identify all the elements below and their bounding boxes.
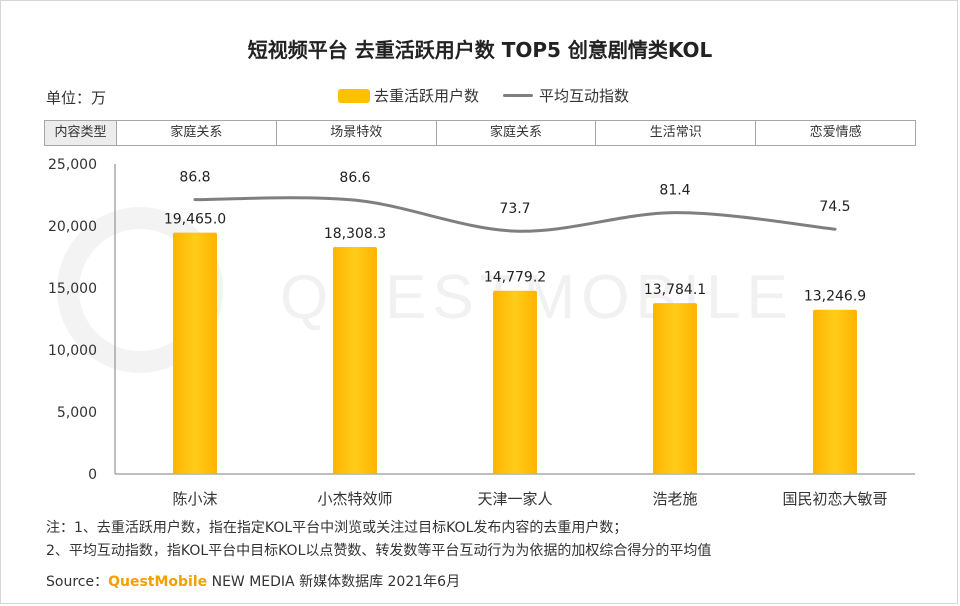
footnote-2: 2、平均互动指数，指KOL平台中目标KOL以点赞数、转发数等平台互动行为为依据的…	[46, 543, 712, 559]
line-value-label: 86.8	[179, 170, 210, 186]
bar-value-label: 13,246.9	[804, 289, 866, 305]
content-type-table: 内容类型 家庭关系 场景特效 家庭关系 生活常识 恋爱情感	[44, 120, 916, 146]
bar-value-label: 19,465.0	[164, 212, 226, 228]
x-category-label: 国民初恋大敏哥	[782, 490, 887, 508]
legend-line-swatch	[503, 94, 534, 97]
y-tick-label: 0	[88, 467, 97, 483]
content-type-cell: 家庭关系	[437, 121, 597, 145]
bar-value-label: 13,784.1	[644, 282, 706, 298]
content-type-cell: 家庭关系	[117, 121, 277, 145]
line-value-label: 73.7	[499, 201, 530, 217]
content-type-header: 内容类型	[45, 121, 117, 145]
bar-value-label: 18,308.3	[324, 226, 386, 242]
source-rest: NEW MEDIA 新媒体数据库 2021年6月	[207, 574, 461, 590]
legend: 去重活跃用户数 平均互动指数	[338, 85, 629, 106]
footnote-1: 注：1、去重活跃用户数，指在指定KOL平台中浏览或关注过目标KOL发布内容的去重…	[46, 520, 628, 536]
line-value-label: 86.6	[339, 170, 370, 186]
y-tick-label: 25,000	[48, 157, 97, 173]
line-value-label: 81.4	[659, 183, 690, 199]
x-category-label: 小杰特效师	[317, 490, 392, 508]
content-type-cell: 恋爱情感	[809, 125, 862, 140]
bar-value-label: 14,779.2	[484, 270, 546, 286]
source-prefix: Source：	[46, 574, 109, 590]
y-tick-label: 10,000	[48, 343, 97, 359]
chart-title: 短视频平台 去重活跃用户数 TOP5 创意剧情类KOL	[247, 38, 713, 62]
bar-3	[653, 303, 697, 474]
unit-label: 单位：万	[46, 89, 107, 107]
line-value-label: 74.5	[819, 199, 850, 215]
legend-bar-swatch	[338, 88, 370, 103]
content-type-cell: 场景特效	[277, 121, 437, 145]
bar-4	[813, 309, 857, 474]
y-tick-label: 20,000	[48, 219, 97, 235]
interaction-index-line	[193, 196, 837, 233]
bar-1	[333, 246, 377, 474]
legend-line-label: 平均互动指数	[539, 87, 630, 105]
content-type-cell: 生活常识	[596, 121, 757, 145]
legend-bar-label: 去重活跃用户数	[374, 87, 480, 105]
bar-0	[173, 232, 217, 474]
y-tick-label: 5,000	[57, 405, 97, 421]
questmobile-brand: QuestMobile	[108, 574, 208, 590]
x-category-label: 浩老施	[652, 490, 697, 508]
y-tick-label: 15,000	[48, 281, 97, 297]
bar-2	[493, 290, 537, 474]
source-line: Source：QuestMobile NEW MEDIA 新媒体数据库 2021…	[46, 571, 460, 591]
x-category-label: 天津一家人	[477, 490, 552, 508]
x-category-label: 陈小沫	[172, 490, 217, 508]
